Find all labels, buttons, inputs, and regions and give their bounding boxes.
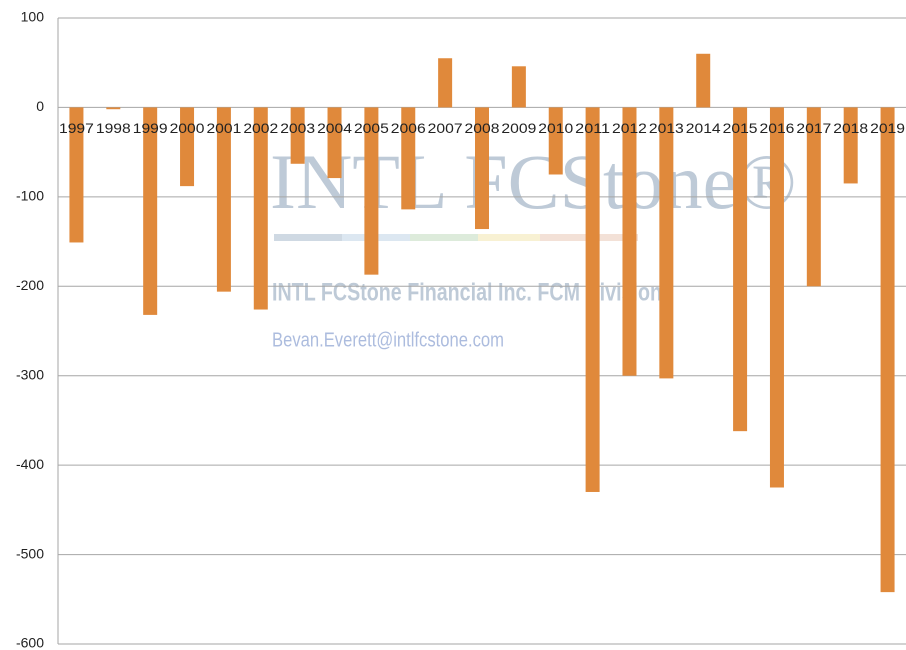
bar <box>69 107 84 243</box>
x-tick-label: 2017 <box>796 120 831 136</box>
logo-stripe <box>274 234 342 241</box>
x-tick-label: 2014 <box>686 120 721 136</box>
bar <box>511 66 526 108</box>
bar <box>364 107 379 275</box>
bar <box>585 107 600 492</box>
watermark-email: Bevan.Everett@intlfcstone.com <box>272 329 504 351</box>
x-tick-label: 2002 <box>243 120 278 136</box>
bar <box>253 107 268 310</box>
bar <box>216 107 231 292</box>
bar <box>769 107 784 488</box>
x-tick-label: 2003 <box>280 120 315 136</box>
watermark-company: INTL FCStone Financial Inc. FCM Division <box>272 279 662 307</box>
bar <box>659 107 674 379</box>
x-tick-label: 2013 <box>649 120 684 136</box>
x-tick-label: 1998 <box>96 120 131 136</box>
x-tick-label: 2009 <box>501 120 536 136</box>
x-tick-label: 2019 <box>870 120 905 136</box>
watermark-logo: INTL FCStone® <box>270 138 797 225</box>
watermark: INTL FCStone® INTL FCStone Financial Inc… <box>270 138 797 351</box>
y-tick-label: -400 <box>16 456 44 472</box>
bar <box>401 107 416 210</box>
y-tick-label: -500 <box>16 545 44 561</box>
x-tick-label: 1997 <box>59 120 94 136</box>
x-tick-label: 2001 <box>206 120 241 136</box>
x-tick-label: 2004 <box>317 120 352 136</box>
x-tick-label: 2011 <box>575 120 610 136</box>
bar <box>143 107 158 315</box>
bar <box>106 107 121 110</box>
bar <box>290 107 305 164</box>
x-tick-label: 2010 <box>538 120 573 136</box>
x-tick-label: 2008 <box>465 120 500 136</box>
x-tick-label: 2005 <box>354 120 389 136</box>
x-tick-label: 2000 <box>170 120 205 136</box>
bar <box>733 107 748 432</box>
x-tick-label: 2007 <box>428 120 463 136</box>
x-tick-label: 2012 <box>612 120 647 136</box>
y-tick-label: 0 <box>36 98 44 114</box>
bar <box>548 107 563 175</box>
bar <box>327 107 342 179</box>
y-tick-label: -300 <box>16 366 44 382</box>
bar <box>180 107 195 187</box>
y-tick-label: -200 <box>16 277 44 293</box>
x-tick-label: 2016 <box>760 120 795 136</box>
bar <box>622 107 637 376</box>
bar <box>696 53 711 108</box>
bar <box>475 107 489 230</box>
bar <box>806 107 821 287</box>
y-tick-label: 100 <box>21 9 45 25</box>
x-tick-label: 1999 <box>133 120 168 136</box>
bar <box>843 107 858 184</box>
x-tick-label: 2015 <box>723 120 758 136</box>
logo-stripe <box>410 234 478 241</box>
bar <box>438 58 453 108</box>
logo-stripe <box>478 234 540 241</box>
y-tick-label: -100 <box>16 188 44 204</box>
bar <box>880 107 895 593</box>
x-tick-label: 2018 <box>833 120 868 136</box>
y-tick-label: -600 <box>16 635 44 650</box>
x-tick-label: 2006 <box>391 120 426 136</box>
